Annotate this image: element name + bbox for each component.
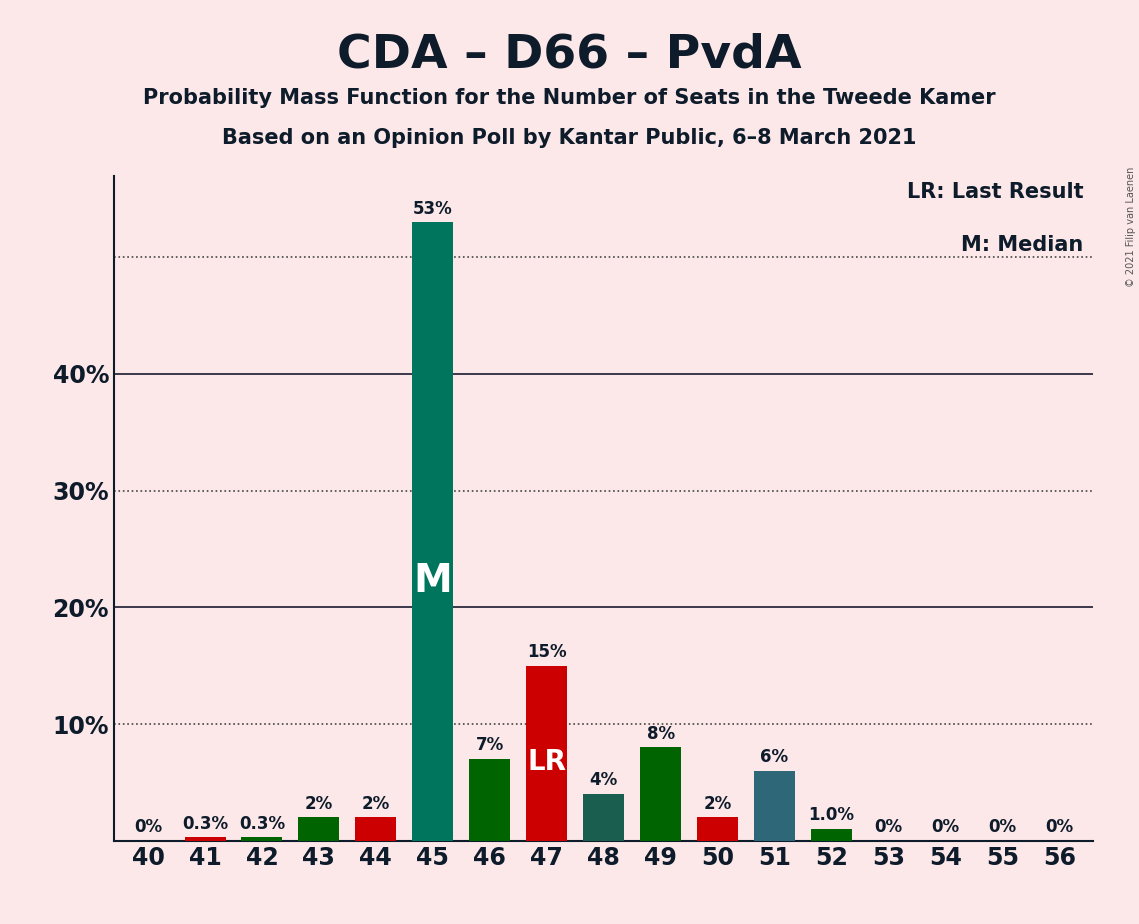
Bar bbox=[811, 829, 852, 841]
Bar bbox=[298, 818, 339, 841]
Bar bbox=[526, 666, 567, 841]
Text: 8%: 8% bbox=[647, 724, 674, 743]
Bar bbox=[754, 771, 795, 841]
Bar bbox=[640, 748, 681, 841]
Text: 0.3%: 0.3% bbox=[239, 815, 285, 833]
Text: 15%: 15% bbox=[527, 643, 566, 661]
Text: 7%: 7% bbox=[476, 736, 503, 755]
Text: 2%: 2% bbox=[704, 795, 731, 813]
Text: 0%: 0% bbox=[134, 818, 162, 836]
Bar bbox=[355, 818, 396, 841]
Text: LR: Last Result: LR: Last Result bbox=[907, 182, 1083, 202]
Text: LR: LR bbox=[527, 748, 566, 776]
Text: Based on an Opinion Poll by Kantar Public, 6–8 March 2021: Based on an Opinion Poll by Kantar Publi… bbox=[222, 128, 917, 148]
Bar bbox=[241, 837, 282, 841]
Text: © 2021 Filip van Laenen: © 2021 Filip van Laenen bbox=[1126, 166, 1136, 286]
Text: 1.0%: 1.0% bbox=[809, 807, 854, 824]
Text: 0%: 0% bbox=[1046, 818, 1073, 836]
Text: 53%: 53% bbox=[413, 200, 452, 217]
Text: 0%: 0% bbox=[875, 818, 902, 836]
Text: 0%: 0% bbox=[932, 818, 959, 836]
Text: M: M bbox=[413, 562, 452, 600]
Text: 4%: 4% bbox=[590, 772, 617, 789]
Bar bbox=[469, 760, 510, 841]
Text: 6%: 6% bbox=[761, 748, 788, 766]
Text: CDA – D66 – PvdA: CDA – D66 – PvdA bbox=[337, 32, 802, 78]
Bar bbox=[697, 818, 738, 841]
Bar bbox=[185, 837, 226, 841]
Text: Probability Mass Function for the Number of Seats in the Tweede Kamer: Probability Mass Function for the Number… bbox=[144, 88, 995, 108]
Bar bbox=[412, 223, 453, 841]
Text: 2%: 2% bbox=[305, 795, 333, 813]
Text: 2%: 2% bbox=[362, 795, 390, 813]
Bar bbox=[583, 794, 624, 841]
Text: M: Median: M: Median bbox=[961, 236, 1083, 255]
Text: 0%: 0% bbox=[989, 818, 1016, 836]
Text: 0.3%: 0.3% bbox=[182, 815, 228, 833]
